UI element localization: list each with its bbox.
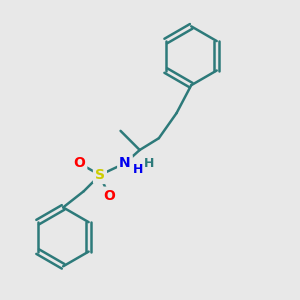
Text: O: O xyxy=(103,189,115,202)
Text: S: S xyxy=(95,168,105,182)
Text: H: H xyxy=(144,157,154,170)
Text: O: O xyxy=(74,156,85,170)
Text: N: N xyxy=(119,156,131,170)
Text: H: H xyxy=(133,163,143,176)
